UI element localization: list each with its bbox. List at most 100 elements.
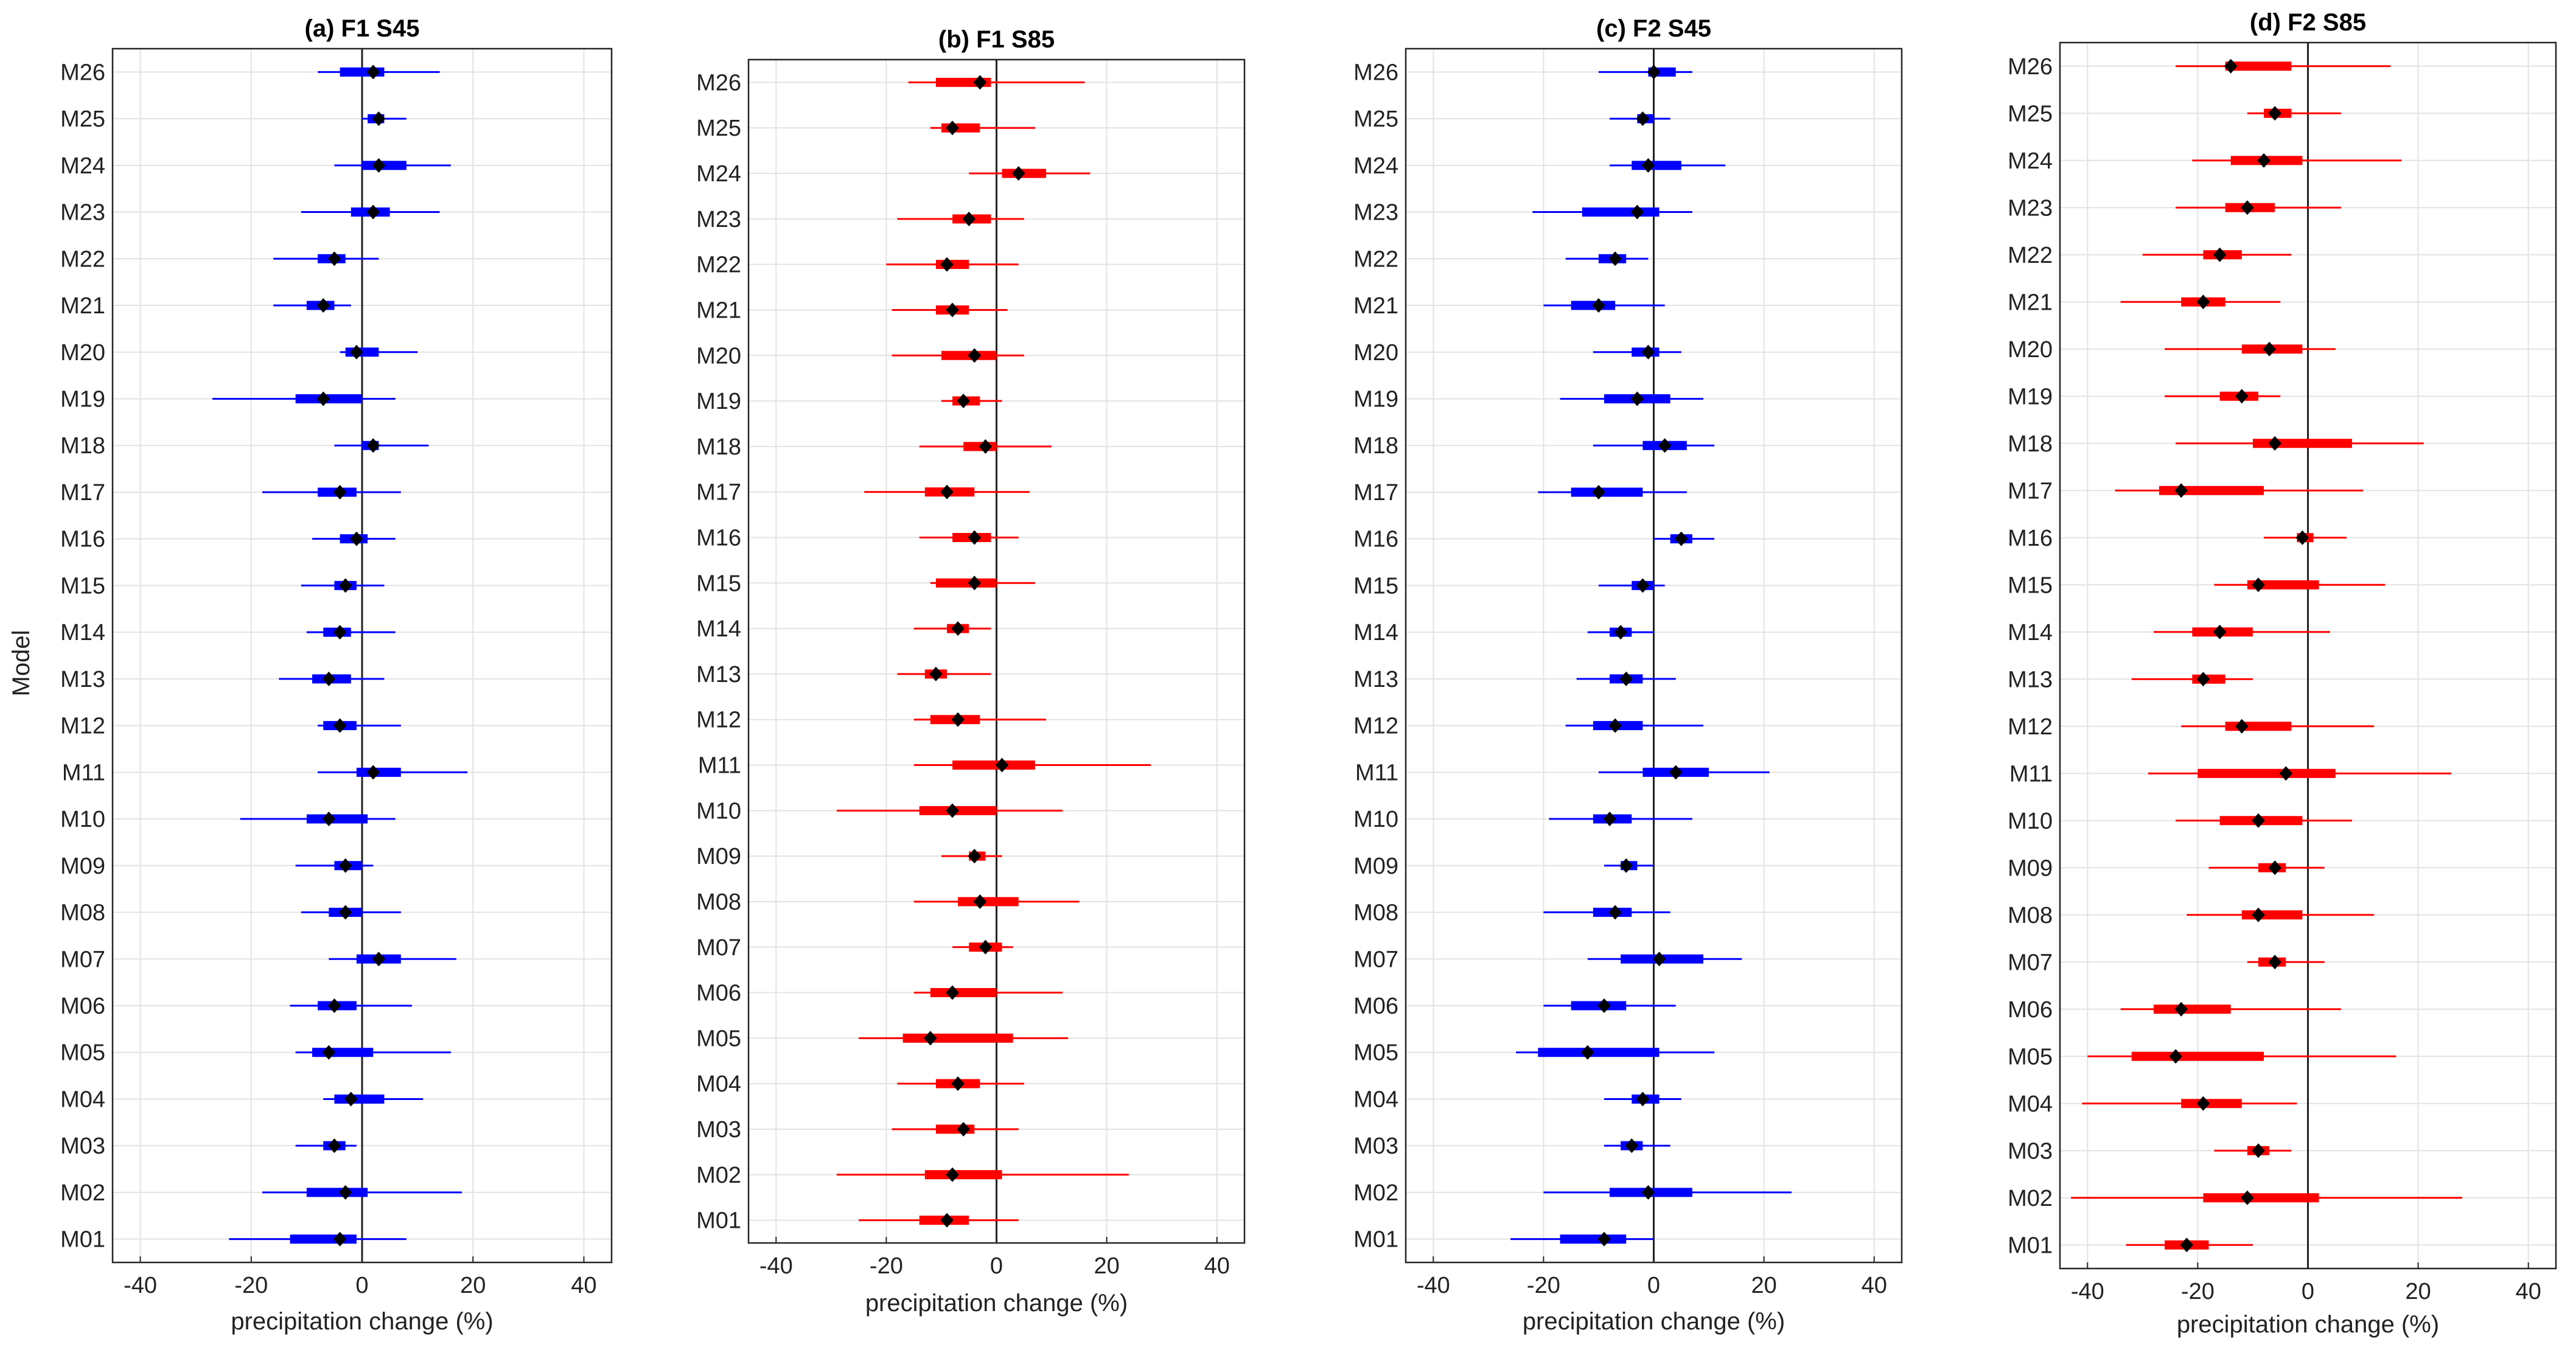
y-tick-label: M11: [2009, 761, 2053, 787]
mean-marker-m15: [2252, 577, 2265, 593]
y-tick-label: M18: [1353, 433, 1398, 459]
panel-4: (d) F2 S85 M01 M02 M03 M04 M05 M06 M07 M08 M09 M10…: [2008, 9, 2557, 1338]
y-tick-label: M02: [696, 1163, 741, 1188]
y-tick-label: M15: [696, 571, 741, 596]
x-axis-label: precipitation change (%): [865, 1290, 1128, 1317]
mean-marker-m04: [1636, 1091, 1650, 1107]
mean-marker-m21: [316, 298, 330, 313]
mean-marker-m19: [316, 391, 330, 406]
y-tick-label: M13: [696, 662, 741, 687]
x-tick-label: 0: [990, 1253, 1003, 1279]
y-tick-label: M02: [2008, 1186, 2053, 1211]
y-tick-label: M18: [60, 433, 105, 459]
mean-marker-m10: [2252, 813, 2265, 828]
y-tick-label: M23: [60, 200, 105, 226]
mean-marker-m06: [327, 998, 341, 1013]
y-tick-label: M08: [696, 889, 741, 915]
mean-marker-m08: [2252, 907, 2265, 922]
mean-marker-m24: [2257, 153, 2271, 168]
mean-marker-m17: [1592, 484, 1605, 499]
mean-marker-m01: [2180, 1237, 2194, 1253]
y-tick-label: M06: [60, 994, 105, 1019]
mean-marker-m11: [2279, 766, 2293, 781]
y-tick-label: M23: [2008, 195, 2053, 221]
x-axis-label: precipitation change (%): [2177, 1311, 2439, 1338]
y-tick-label: M24: [1353, 153, 1398, 179]
x-tick-label: 40: [2516, 1279, 2541, 1304]
mean-marker-m18: [2268, 436, 2281, 451]
y-tick-label: M07: [60, 947, 105, 972]
mean-marker-m05: [322, 1045, 336, 1060]
y-tick-label: M25: [696, 116, 741, 141]
y-tick-label: M04: [696, 1071, 741, 1097]
mean-marker-m18: [366, 438, 380, 453]
x-tick-label: -40: [1417, 1273, 1450, 1298]
mean-marker-m13: [2196, 672, 2210, 687]
y-tick-label: M22: [696, 252, 741, 278]
y-tick-label: M26: [60, 60, 105, 85]
y-tick-label: M05: [60, 1040, 105, 1066]
x-tick-label: -40: [759, 1253, 793, 1279]
y-tick-label: M22: [1353, 246, 1398, 272]
y-tick-label: M08: [60, 900, 105, 926]
mean-marker-m13: [929, 666, 943, 681]
mean-marker-m18: [1658, 438, 1672, 453]
y-tick-label: M12: [696, 708, 741, 733]
y-tick-label: M16: [2008, 526, 2053, 551]
mean-marker-m23: [366, 204, 380, 220]
y-tick-label: M24: [696, 161, 741, 187]
mean-marker-m11: [995, 757, 1009, 773]
mean-marker-m11: [366, 765, 380, 780]
mean-marker-m19: [957, 394, 970, 409]
mean-marker-m01: [940, 1213, 954, 1228]
mean-marker-m16: [1674, 531, 1688, 546]
y-tick-label: M05: [696, 1026, 741, 1051]
y-tick-label: M16: [60, 527, 105, 552]
y-tick-label: M04: [60, 1087, 105, 1112]
y-tick-label: M17: [2008, 478, 2053, 504]
y-tick-label: M11: [698, 753, 741, 779]
mean-marker-m06: [1597, 998, 1611, 1013]
y-tick-label: M12: [1353, 714, 1398, 739]
y-tick-label: M21: [1353, 293, 1398, 319]
mean-marker-m05: [2169, 1049, 2182, 1064]
y-tick-label: M13: [2008, 667, 2053, 692]
x-tick-label: 20: [1751, 1273, 1776, 1298]
mean-marker-m25: [946, 120, 959, 136]
mean-marker-m07: [1652, 952, 1666, 967]
mean-marker-m17: [2174, 483, 2188, 498]
y-tick-label: M21: [2008, 290, 2053, 315]
mean-marker-m01: [1597, 1231, 1611, 1247]
y-tick-label: M16: [696, 525, 741, 551]
y-tick-label: M10: [2008, 809, 2053, 834]
mean-marker-m11: [1669, 765, 1683, 780]
y-tick-label: M18: [2008, 431, 2053, 457]
y-tick-label: M03: [696, 1117, 741, 1143]
mean-marker-m06: [2174, 1001, 2188, 1017]
y-tick-label: M26: [2008, 54, 2053, 80]
y-tick-label: M06: [696, 981, 741, 1006]
y-tick-label: M22: [60, 246, 105, 272]
mean-marker-m21: [2196, 294, 2210, 310]
y-tick-label: M03: [2008, 1138, 2053, 1164]
panel-3: (c) F2 S45 M01 M02 M03 M04 M05 M06 M07 M08 M09 M10…: [1353, 15, 1903, 1335]
y-tick-label: M06: [2008, 997, 2053, 1023]
mean-marker-m03: [1625, 1138, 1639, 1154]
y-tick-label: M21: [696, 298, 741, 323]
mean-marker-m15: [1636, 578, 1650, 593]
y-tick-label: M03: [1353, 1133, 1398, 1159]
mean-marker-m02: [1641, 1185, 1655, 1200]
mean-marker-m12: [2235, 719, 2249, 734]
mean-marker-m19: [1630, 391, 1644, 406]
y-tick-label: M07: [1353, 947, 1398, 972]
y-tick-label: M19: [2008, 384, 2053, 409]
mean-marker-m24: [372, 158, 386, 173]
y-tick-label: M06: [1353, 994, 1398, 1019]
mean-marker-m23: [1630, 204, 1644, 220]
mean-marker-m23: [962, 211, 976, 226]
y-tick-label: M09: [696, 844, 741, 869]
mean-marker-m25: [1636, 111, 1650, 127]
mean-marker-m09: [968, 849, 982, 864]
mean-marker-m02: [946, 1167, 959, 1182]
mean-marker-m05: [1581, 1045, 1594, 1060]
